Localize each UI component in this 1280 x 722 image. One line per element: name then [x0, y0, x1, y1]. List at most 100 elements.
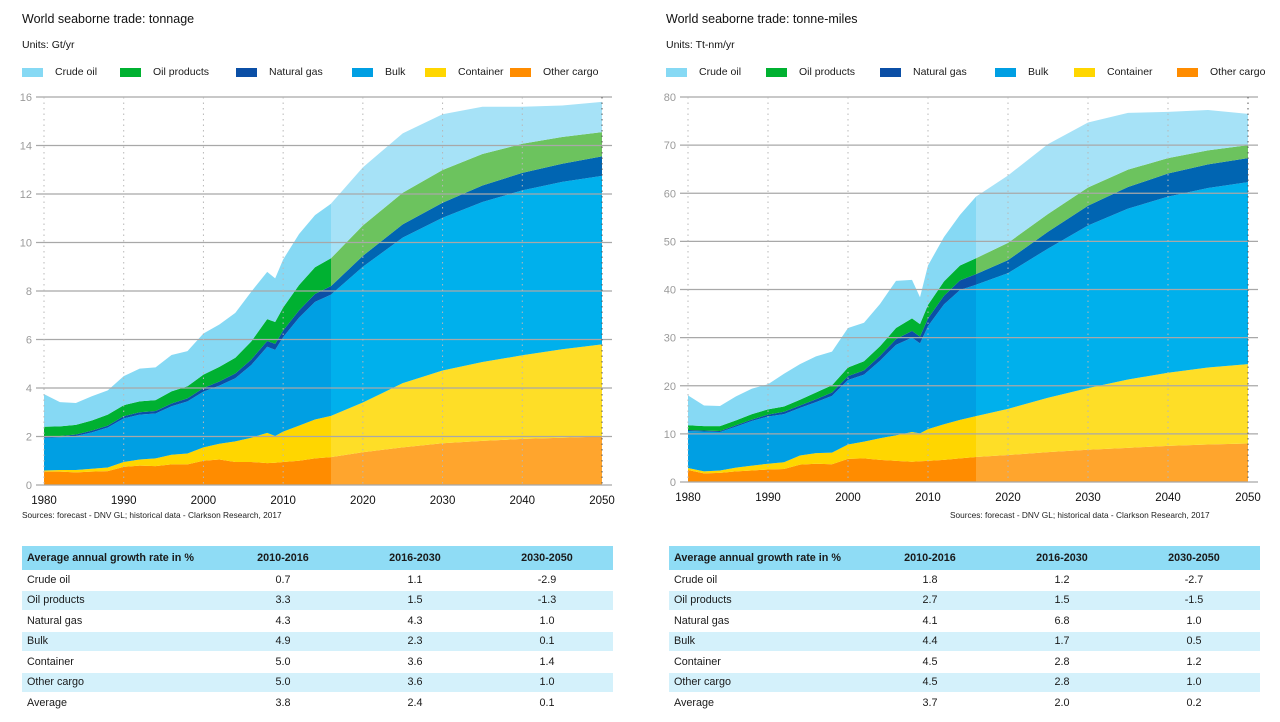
- table-header: 2016-2030: [349, 546, 481, 570]
- legend-item-bulk: Bulk: [352, 66, 405, 78]
- x-tick-label: 2030: [430, 495, 456, 507]
- table-row: Bulk 4.9 2.3 0.1: [22, 631, 613, 652]
- legend-swatch: [236, 67, 257, 77]
- area-container-historical: [688, 416, 976, 474]
- y-tick-label: 10: [20, 238, 32, 250]
- growth-value: 1.2: [1128, 651, 1260, 673]
- area-other-cargo-forecast: [976, 443, 1248, 482]
- y-tick-label: 40: [664, 285, 676, 297]
- x-tick-label: 1980: [31, 495, 57, 507]
- area-natural-gas-forecast: [330, 156, 602, 295]
- table-row: Crude oil 1.8 1.2 -2.7: [669, 570, 1260, 591]
- area-oil-products-forecast: [976, 145, 1248, 275]
- x-tick-label: 2040: [509, 495, 535, 507]
- x-tick-label: 1990: [111, 495, 137, 507]
- table-row: Crude oil 0.7 1.1 -2.9: [22, 570, 613, 591]
- y-tick-label: 6: [26, 335, 32, 347]
- x-tick-label: 2000: [835, 492, 861, 504]
- growth-value: 1.0: [481, 610, 613, 632]
- growth-value: 1.8: [864, 570, 996, 591]
- row-label: Natural gas: [669, 610, 864, 632]
- legend-swatch: [22, 67, 43, 77]
- table-header: 2030-2050: [481, 546, 613, 570]
- tonnage-area-chart: 0 2 4 6 8 10 12 14 16 1980 1990 2000 2010 2020 2030 204…: [20, 92, 615, 507]
- growth-value: 1.0: [1128, 672, 1260, 693]
- chart-title: World seaborne trade: tonne-miles: [666, 12, 858, 26]
- x-tick-label: 2030: [1075, 492, 1101, 504]
- growth-value: 3.8: [217, 692, 349, 714]
- table-header: 2010-2016: [864, 546, 996, 570]
- tonnage-panel: World seaborne trade: tonnage Units: Gt/…: [20, 12, 615, 714]
- growth-value: -1.3: [481, 590, 613, 611]
- x-tick-label: 1990: [755, 492, 781, 504]
- growth-value: 0.2: [1128, 692, 1260, 714]
- growth-value: 2.8: [996, 672, 1128, 693]
- growth-value: 1.2: [996, 570, 1128, 591]
- legend-item-container: Container: [1074, 66, 1153, 78]
- table-row: Container 5.0 3.6 1.4: [22, 651, 613, 673]
- y-tick-label: 30: [664, 333, 676, 345]
- legend-swatch: [880, 67, 901, 77]
- row-label: Average: [669, 692, 864, 714]
- table-row: Natural gas 4.1 6.8 1.0: [669, 610, 1260, 632]
- legend-item-natural-gas: Natural gas: [236, 66, 323, 78]
- legend-item-bulk: Bulk: [995, 66, 1048, 78]
- x-tick-label: 1980: [675, 492, 701, 504]
- growth-value: 1.0: [481, 672, 613, 693]
- x-tick-label: 2040: [1155, 492, 1181, 504]
- area-crude-oil-historical: [688, 196, 976, 427]
- x-tick-label: 2050: [589, 495, 615, 507]
- legend-swatch: [352, 67, 373, 77]
- growth-value: 6.8: [996, 610, 1128, 632]
- row-label: Container: [22, 651, 217, 673]
- growth-value: 1.0: [1128, 610, 1260, 632]
- row-label: Oil products: [22, 590, 217, 611]
- growth-value: 3.3: [217, 590, 349, 611]
- y-tick-label: 16: [20, 92, 32, 104]
- area-crude-oil-forecast: [330, 101, 602, 259]
- source-note: Sources: forecast - DNV GL; historical d…: [950, 510, 1210, 520]
- table-row: Container 4.5 2.8 1.2: [669, 651, 1260, 673]
- area-bulk-historical: [688, 284, 976, 472]
- area-other-cargo-historical: [44, 457, 331, 485]
- growth-rate-table: Average annual growth rate in % 2010-201…: [22, 546, 613, 714]
- x-tick-label: 2020: [995, 492, 1021, 504]
- growth-value: 4.3: [349, 610, 481, 632]
- table-header-row: Average annual growth rate in % 2010-201…: [22, 546, 613, 570]
- row-label: Container: [669, 651, 864, 673]
- y-tick-label: 20: [664, 381, 676, 393]
- table-row: Bulk 4.4 1.7 0.5: [669, 631, 1260, 652]
- legend-item-oil-products: Oil products: [120, 66, 209, 78]
- x-tick-label: 2000: [191, 495, 217, 507]
- legend-swatch: [1074, 67, 1095, 77]
- table-header: 2010-2016: [217, 546, 349, 570]
- legend-swatch: [766, 67, 787, 77]
- table-row: Other cargo 5.0 3.6 1.0: [22, 672, 613, 693]
- growth-value: 4.9: [217, 631, 349, 652]
- source-note: Sources: forecast - DNV GL; historical d…: [22, 510, 282, 520]
- legend-item-crude-oil: Crude oil: [22, 66, 97, 78]
- y-tick-label: 0: [26, 480, 32, 492]
- growth-value: -2.9: [481, 570, 613, 591]
- legend-swatch: [995, 67, 1016, 77]
- y-tick-label: 8: [26, 286, 32, 298]
- y-tick-label: 0: [670, 477, 676, 489]
- gridlines: 0 2 4 6 8 10 12 14 16 1980 1990 2000 2010 2020 2030 204…: [20, 92, 615, 507]
- chart-units: Units: Gt/yr: [22, 39, 75, 51]
- table-header: Average annual growth rate in %: [669, 546, 864, 570]
- growth-value: 2.8: [996, 651, 1128, 673]
- growth-value: -1.5: [1128, 590, 1260, 611]
- y-tick-label: 10: [664, 429, 676, 441]
- growth-value: 0.1: [481, 692, 613, 714]
- table-row: Average 3.8 2.4 0.1: [22, 692, 613, 714]
- growth-value: 1.1: [349, 570, 481, 591]
- row-label: Average: [22, 692, 217, 714]
- area-bulk-forecast: [330, 175, 602, 416]
- x-tick-label: 2050: [1235, 492, 1261, 504]
- area-container-historical: [44, 415, 331, 473]
- growth-value: 3.6: [349, 672, 481, 693]
- area-natural-gas-forecast: [976, 158, 1248, 285]
- table-header: Average annual growth rate in %: [22, 546, 217, 570]
- growth-value: 1.5: [996, 590, 1128, 611]
